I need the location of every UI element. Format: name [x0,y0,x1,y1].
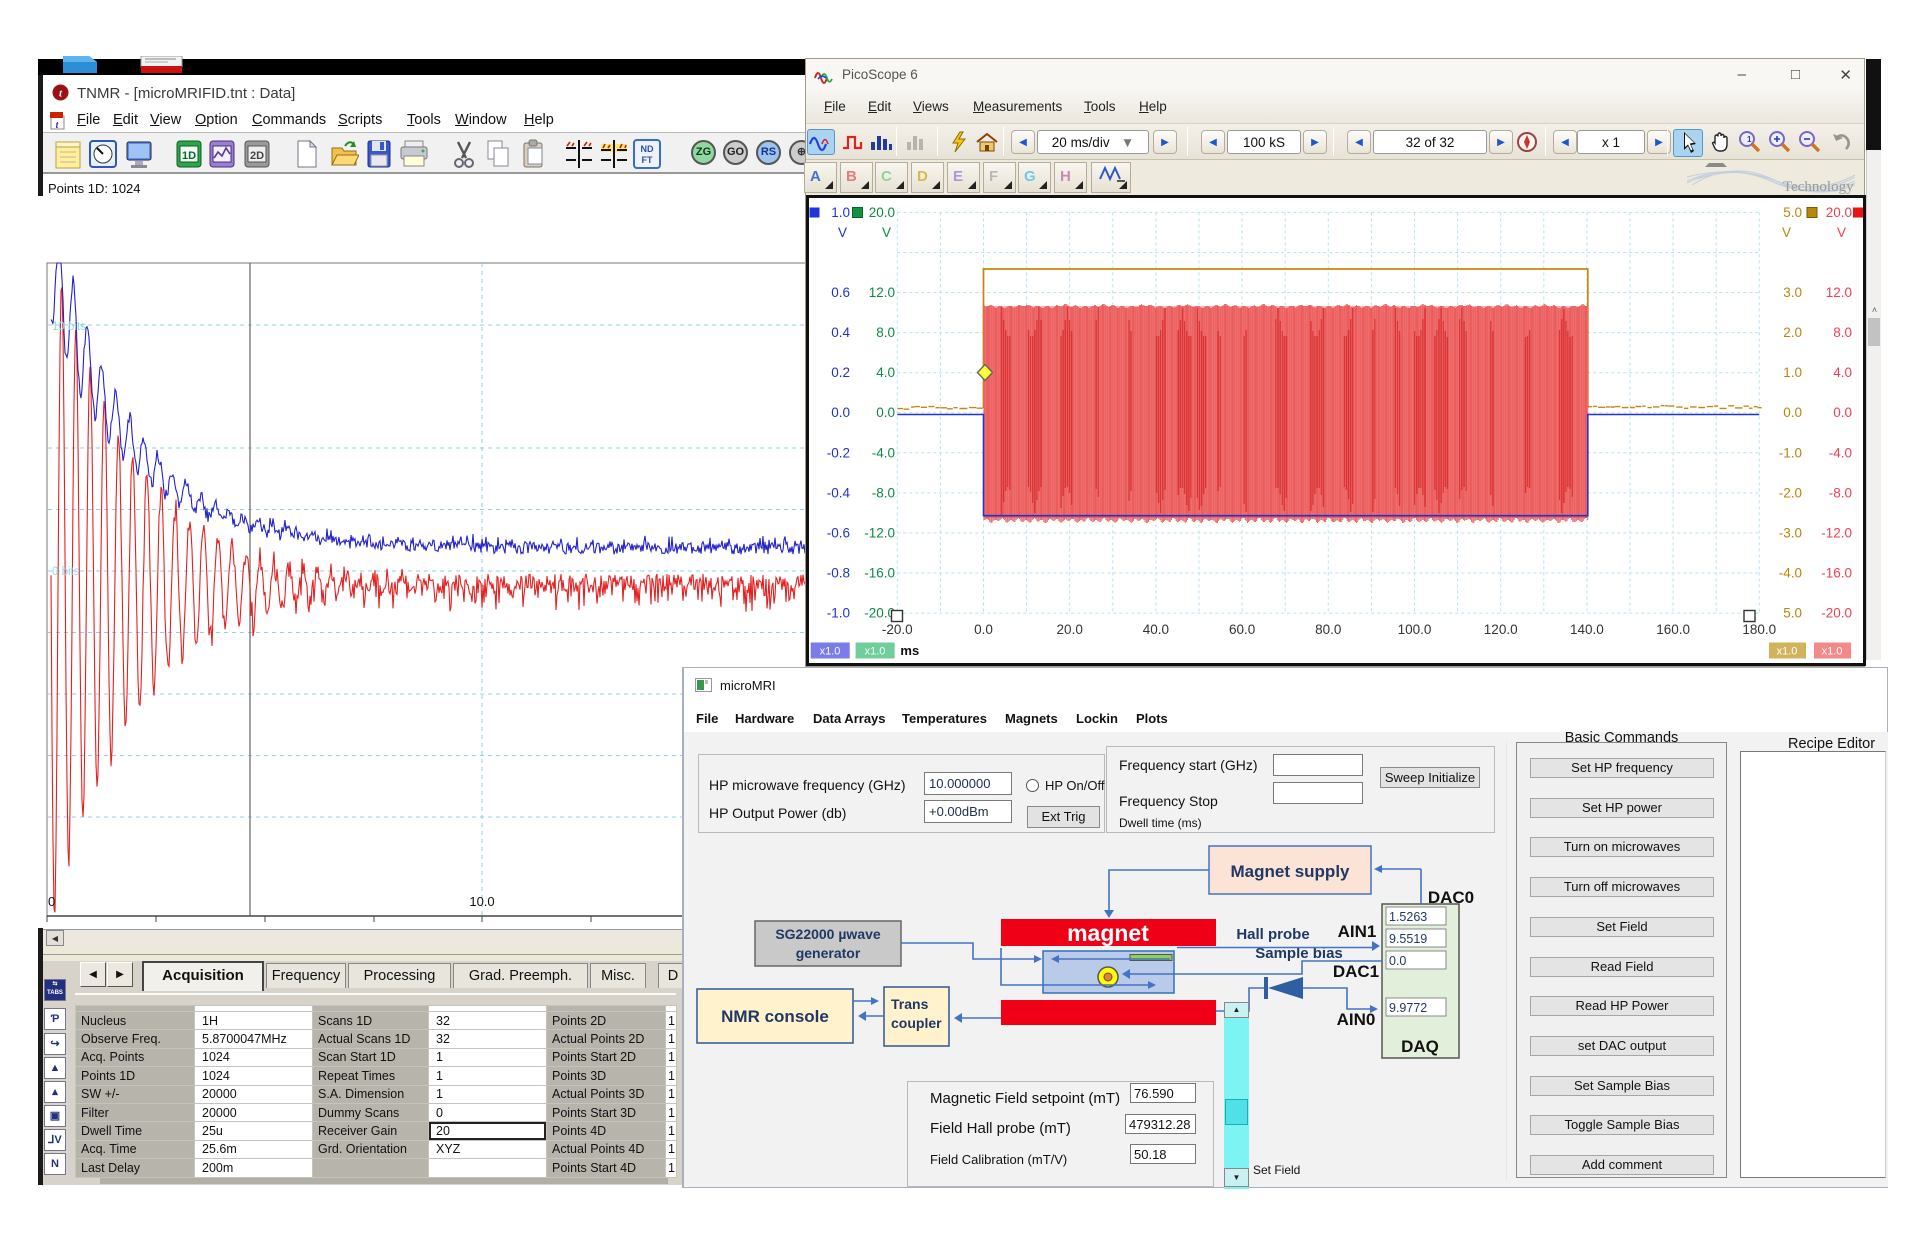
svg-text:0.0: 0.0 [1389,954,1406,968]
svg-text:-0.4: -0.4 [827,485,851,500]
svg-text:ND: ND [641,144,654,154]
svg-text:x1.0: x1.0 [865,646,886,658]
svg-text:0 bits: 0 bits [52,566,80,578]
svg-text:-1.0: -1.0 [827,606,850,621]
svg-text:-4.0: -4.0 [1779,566,1802,581]
svg-text:-8.0: -8.0 [1829,485,1852,500]
svg-text:12.0: 12.0 [1826,285,1852,300]
svg-text:generator: generator [796,945,861,961]
svg-text:180.0: 180.0 [1742,622,1776,637]
svg-text:140.0: 140.0 [1570,622,1604,637]
svg-text:magnet: magnet [1067,920,1149,946]
svg-text:FT: FT [642,155,653,165]
svg-text:-1.0: -1.0 [1779,445,1802,460]
svg-text:Hall probe: Hall probe [1236,926,1309,943]
svg-text:120.0: 120.0 [1484,622,1518,637]
svg-text:0.0: 0.0 [1783,405,1802,420]
svg-text:Technology: Technology [1783,179,1854,195]
svg-text:0.0: 0.0 [974,622,993,637]
svg-text:3.0: 3.0 [1783,285,1802,300]
svg-text:20.0: 20.0 [1826,205,1852,220]
svg-text:1.5263: 1.5263 [1389,910,1427,924]
svg-text:-4.0: -4.0 [1829,445,1852,460]
svg-text:ms: ms [900,643,919,658]
svg-text:V: V [1837,225,1846,240]
svg-text:DAC0: DAC0 [1428,888,1474,907]
svg-text:AIN0: AIN0 [1337,1010,1376,1029]
svg-text:80.0: 80.0 [1315,622,1341,637]
svg-text:SG22000 µwave: SG22000 µwave [775,926,881,942]
svg-text:DAC1: DAC1 [1333,962,1379,981]
svg-text:V: V [838,225,847,240]
svg-text:-2.0: -2.0 [1779,485,1802,500]
svg-text:2D: 2D [250,150,264,162]
svg-text:8.0: 8.0 [876,325,895,340]
svg-text:40.0: 40.0 [1143,622,1169,637]
svg-text:t: t [59,88,63,100]
svg-text:-16.0: -16.0 [1821,566,1852,581]
svg-text:-20.0: -20.0 [882,622,913,637]
svg-text:1: 1 [1747,135,1752,144]
svg-text:4.0: 4.0 [1833,365,1852,380]
svg-text:160.0: 160.0 [1656,622,1690,637]
svg-text:-0.8: -0.8 [827,566,850,581]
svg-text:20.0: 20.0 [1057,622,1083,637]
svg-text:AIN1: AIN1 [1338,922,1377,941]
svg-text:100.0: 100.0 [1398,622,1432,637]
svg-text:0.0: 0.0 [1833,405,1852,420]
svg-text:1.0: 1.0 [1783,365,1802,380]
svg-text:10 bits: 10 bits [52,321,86,333]
svg-text:60.0: 60.0 [1229,622,1255,637]
svg-text:V: V [1782,225,1791,240]
svg-text:-16.0: -16.0 [864,566,895,581]
svg-text:-20.0: -20.0 [864,606,895,621]
svg-text:-0.2: -0.2 [827,445,850,460]
svg-text:NMR console: NMR console [721,1007,829,1026]
svg-text:12.0: 12.0 [869,285,895,300]
svg-text:Magnet supply: Magnet supply [1230,862,1350,881]
svg-text:9.9772: 9.9772 [1389,1001,1427,1015]
svg-text:5.0: 5.0 [1783,606,1802,621]
svg-text:x1.0: x1.0 [1777,646,1798,658]
svg-text:4.0: 4.0 [876,365,895,380]
svg-text:2.0: 2.0 [1783,325,1802,340]
svg-text:x1.0: x1.0 [820,646,841,658]
svg-text:20.0: 20.0 [869,205,895,220]
svg-text:0: 0 [48,894,55,909]
svg-text:5.0: 5.0 [1783,205,1802,220]
svg-text:1.0: 1.0 [831,205,850,220]
svg-text:-0.6: -0.6 [827,526,850,541]
svg-text:-8.0: -8.0 [872,485,895,500]
svg-text:0.2: 0.2 [831,365,850,380]
svg-text:0.0: 0.0 [876,405,895,420]
svg-text:-12.0: -12.0 [1821,526,1852,541]
svg-text:0.4: 0.4 [831,325,850,340]
svg-text:t: t [56,120,60,130]
svg-text:1D: 1D [182,150,196,162]
svg-text:-3.0: -3.0 [1779,526,1802,541]
svg-text:8.0: 8.0 [1833,325,1852,340]
svg-text:Trans: Trans [891,996,929,1012]
svg-text:-4.0: -4.0 [872,445,895,460]
svg-text:-12.0: -12.0 [864,526,895,541]
svg-text:x1.0: x1.0 [1822,646,1843,658]
svg-text:9.5519: 9.5519 [1389,932,1427,946]
svg-text:10.0: 10.0 [469,894,494,909]
svg-text:DAQ: DAQ [1401,1037,1439,1056]
svg-text:coupler: coupler [891,1015,942,1031]
svg-text:0.0: 0.0 [831,405,850,420]
svg-text:0.6: 0.6 [831,285,850,300]
svg-text:Sample bias: Sample bias [1255,945,1343,962]
svg-text:-20.0: -20.0 [1821,606,1852,621]
svg-text:V: V [882,225,891,240]
